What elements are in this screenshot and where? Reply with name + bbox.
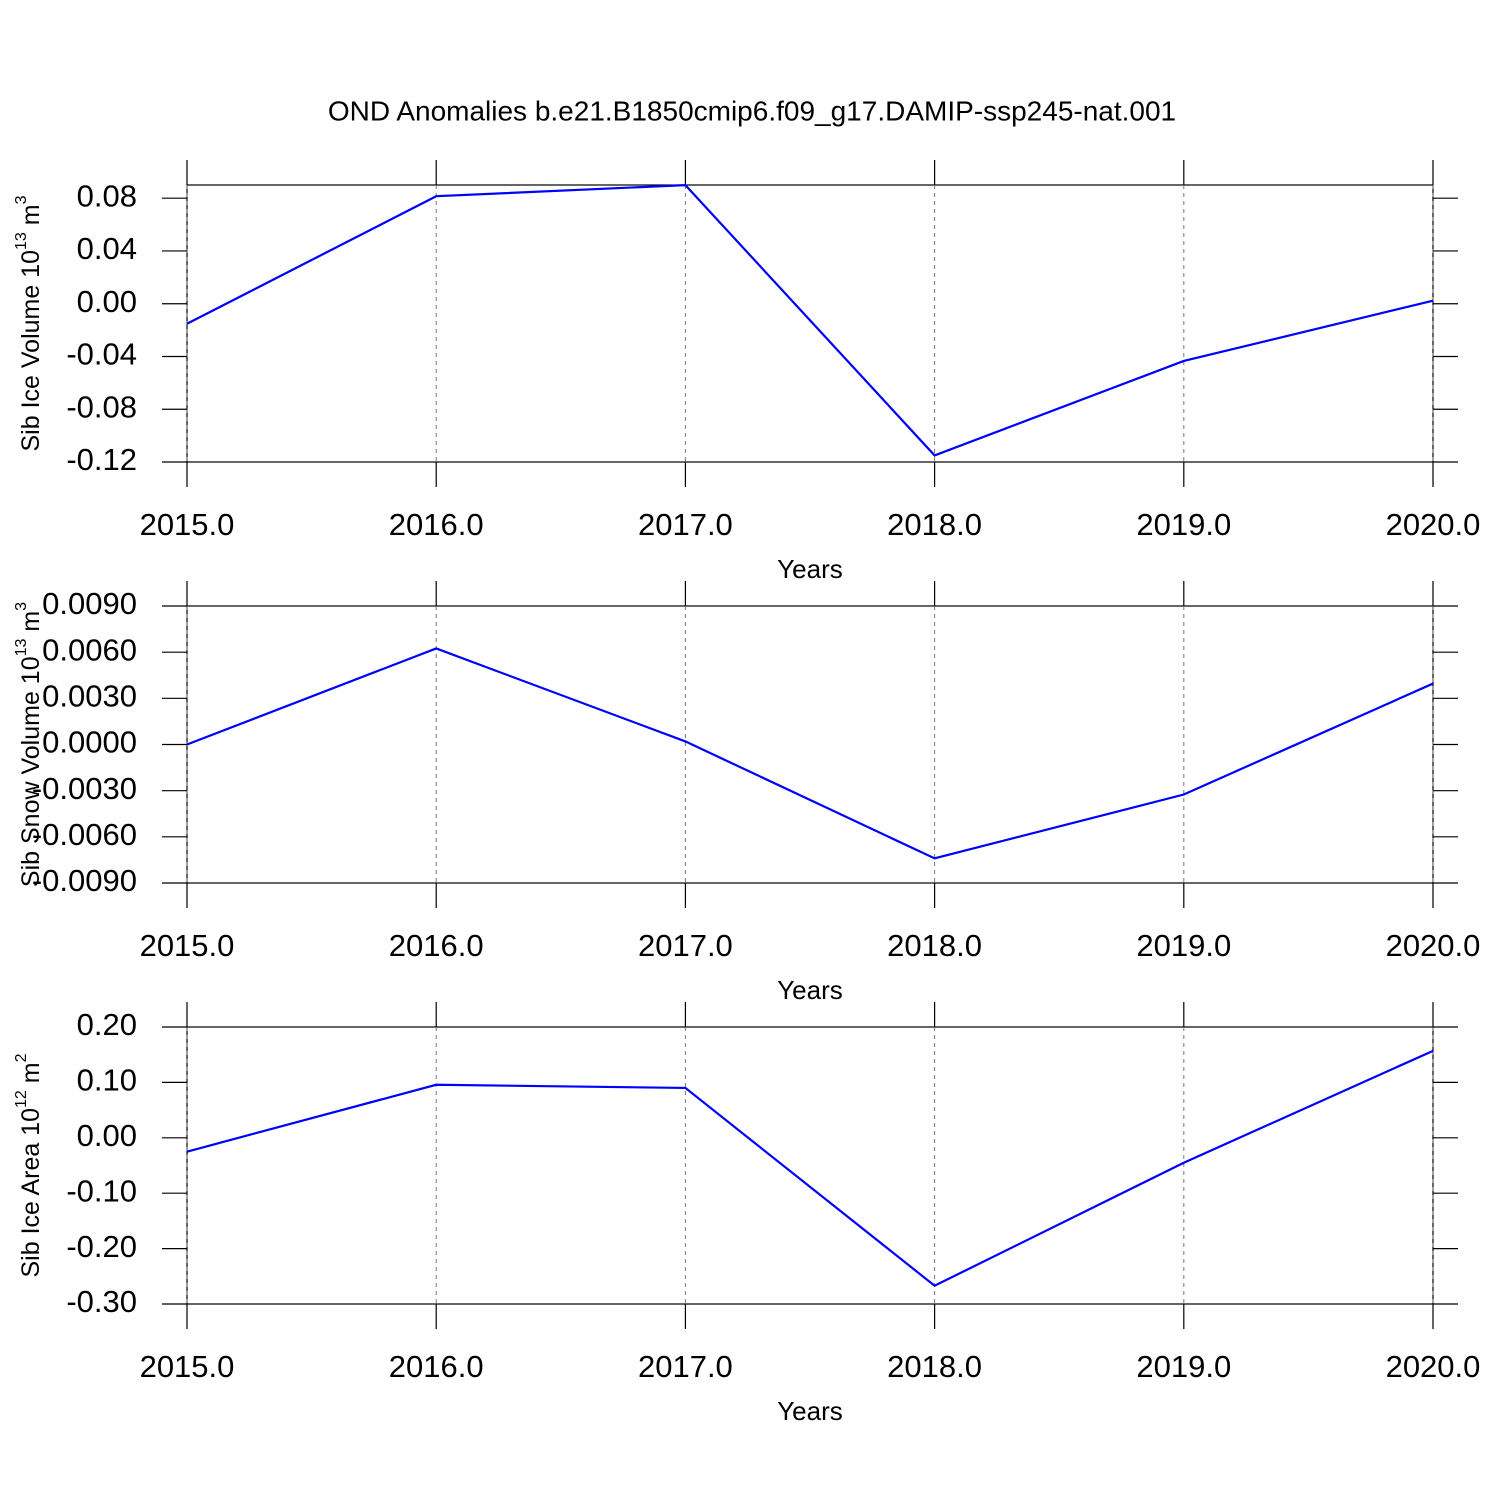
y-label-exponent: 12 (13, 1090, 30, 1108)
y-axis-label: Sib Ice Area 1012 m2 (13, 1053, 44, 1277)
y-tick-label: -0.0060 (32, 817, 137, 852)
x-tick-label: 2018.0 (887, 507, 982, 542)
x-axis-label: Years (777, 554, 843, 584)
y-label-exponent: 13 (13, 232, 30, 250)
y-label-unit-exponent: 3 (13, 195, 30, 204)
y-label-text: Sib Snow Volume 10 (17, 656, 45, 887)
y-axis-label: Sib Snow Volume 1013 m3 (13, 602, 44, 887)
y-tick-label: 0.0060 (42, 632, 137, 667)
y-tick-label: -0.08 (66, 389, 137, 424)
plot-frame (186, 184, 1434, 463)
x-tick-label: 2015.0 (140, 1349, 235, 1384)
y-tick-label: -0.12 (66, 442, 137, 477)
y-tick-label: 0.0090 (42, 586, 137, 621)
x-axis-label: Years (777, 975, 843, 1005)
y-tick-label: 0.08 (77, 178, 137, 213)
y-tick-label: -0.10 (66, 1173, 137, 1208)
y-tick-label: 0.10 (77, 1063, 137, 1098)
x-tick-label: 2015.0 (140, 928, 235, 963)
y-label-exponent: 13 (13, 638, 30, 656)
y-label-unit: m (17, 611, 45, 639)
x-tick-label: 2016.0 (389, 1349, 484, 1384)
plot-frame (186, 605, 1434, 884)
y-tick-label: 0.0000 (42, 725, 137, 760)
x-axis-label: Years (777, 1396, 843, 1426)
y-label-text: Sib Ice Area 10 (17, 1108, 45, 1278)
plot-frame (186, 1026, 1434, 1305)
x-tick-label: 2017.0 (638, 1349, 733, 1384)
y-label-unit-exponent: 2 (13, 1053, 30, 1062)
x-tick-label: 2018.0 (887, 928, 982, 963)
x-tick-label: 2020.0 (1386, 928, 1481, 963)
x-tick-label: 2016.0 (389, 507, 484, 542)
x-tick-label: 2017.0 (638, 928, 733, 963)
y-label-unit: m (17, 1062, 45, 1090)
y-tick-label: -0.30 (66, 1284, 137, 1319)
y-tick-label: -0.0090 (32, 863, 137, 898)
y-tick-label: -0.20 (66, 1229, 137, 1264)
data-line (186, 647, 1434, 860)
y-label-text: Sib Ice Volume 10 (17, 250, 45, 452)
y-tick-label: -0.04 (66, 337, 137, 372)
x-tick-label: 2015.0 (140, 507, 235, 542)
x-tick-label: 2018.0 (887, 1349, 982, 1384)
y-tick-label: 0.0030 (42, 679, 137, 714)
x-tick-label: 2019.0 (1136, 928, 1231, 963)
data-line (186, 1049, 1434, 1288)
x-tick-label: 2019.0 (1136, 507, 1231, 542)
y-tick-label: 0.00 (77, 284, 137, 319)
y-label-unit-exponent: 3 (13, 602, 30, 611)
x-tick-label: 2016.0 (389, 928, 484, 963)
y-tick-label: 0.20 (77, 1007, 137, 1042)
x-tick-label: 2019.0 (1136, 1349, 1231, 1384)
x-tick-label: 2020.0 (1386, 1349, 1481, 1384)
data-line (186, 184, 1434, 457)
x-tick-label: 2020.0 (1386, 507, 1481, 542)
y-tick-label: 0.00 (77, 1118, 137, 1153)
y-tick-label: 0.04 (77, 231, 137, 266)
y-axis-label: Sib Ice Volume 1013 m3 (13, 195, 44, 451)
figure-title: OND Anomalies b.e21.B1850cmip6.f09_g17.D… (328, 95, 1176, 126)
y-label-unit: m (17, 204, 45, 232)
y-tick-label: -0.0030 (32, 771, 137, 806)
x-tick-label: 2017.0 (638, 507, 733, 542)
